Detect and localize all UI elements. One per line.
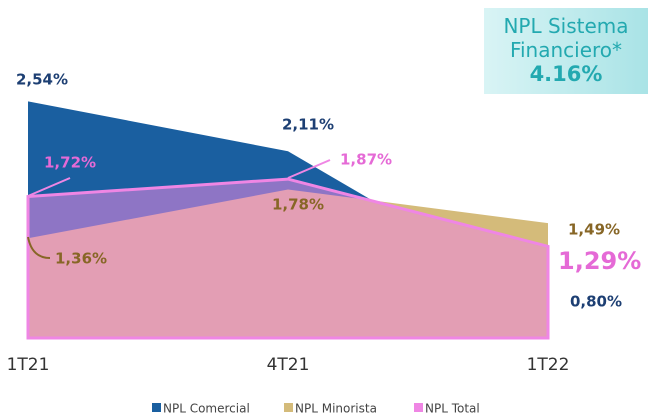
area bbox=[28, 179, 548, 338]
data-label: 1,72% bbox=[44, 154, 96, 172]
leader-line bbox=[27, 236, 51, 259]
data-label: 1,29% bbox=[558, 247, 641, 275]
legend-label: NPL Total bbox=[425, 402, 480, 416]
data-label: 0,80% bbox=[570, 293, 622, 311]
data-label: 1,78% bbox=[272, 196, 324, 214]
data-label: 2,11% bbox=[282, 116, 334, 134]
annotation-value: 4.16% bbox=[529, 62, 603, 86]
data-label: 1,36% bbox=[55, 250, 107, 268]
leader-line bbox=[287, 159, 331, 179]
line bbox=[26, 177, 550, 340]
data-label: 1,87% bbox=[340, 151, 392, 169]
leader-line bbox=[27, 177, 71, 197]
legend-swatch bbox=[152, 403, 161, 412]
legend-label: NPL Comercial bbox=[163, 402, 250, 416]
x-tick-label: 1T22 bbox=[527, 355, 570, 375]
data-label: 2,54% bbox=[16, 71, 68, 89]
legend-swatch bbox=[414, 403, 423, 412]
legend-swatch bbox=[284, 403, 293, 412]
x-tick-label: 4T21 bbox=[267, 355, 310, 375]
data-label: 1,49% bbox=[568, 221, 620, 239]
x-tick-label: 1T21 bbox=[7, 355, 50, 375]
annotation-box: NPL Sistema Financiero* 4.16% bbox=[484, 8, 648, 94]
annotation-text: NPL Sistema Financiero* bbox=[503, 14, 629, 62]
legend-label: NPL Minorista bbox=[295, 402, 377, 416]
